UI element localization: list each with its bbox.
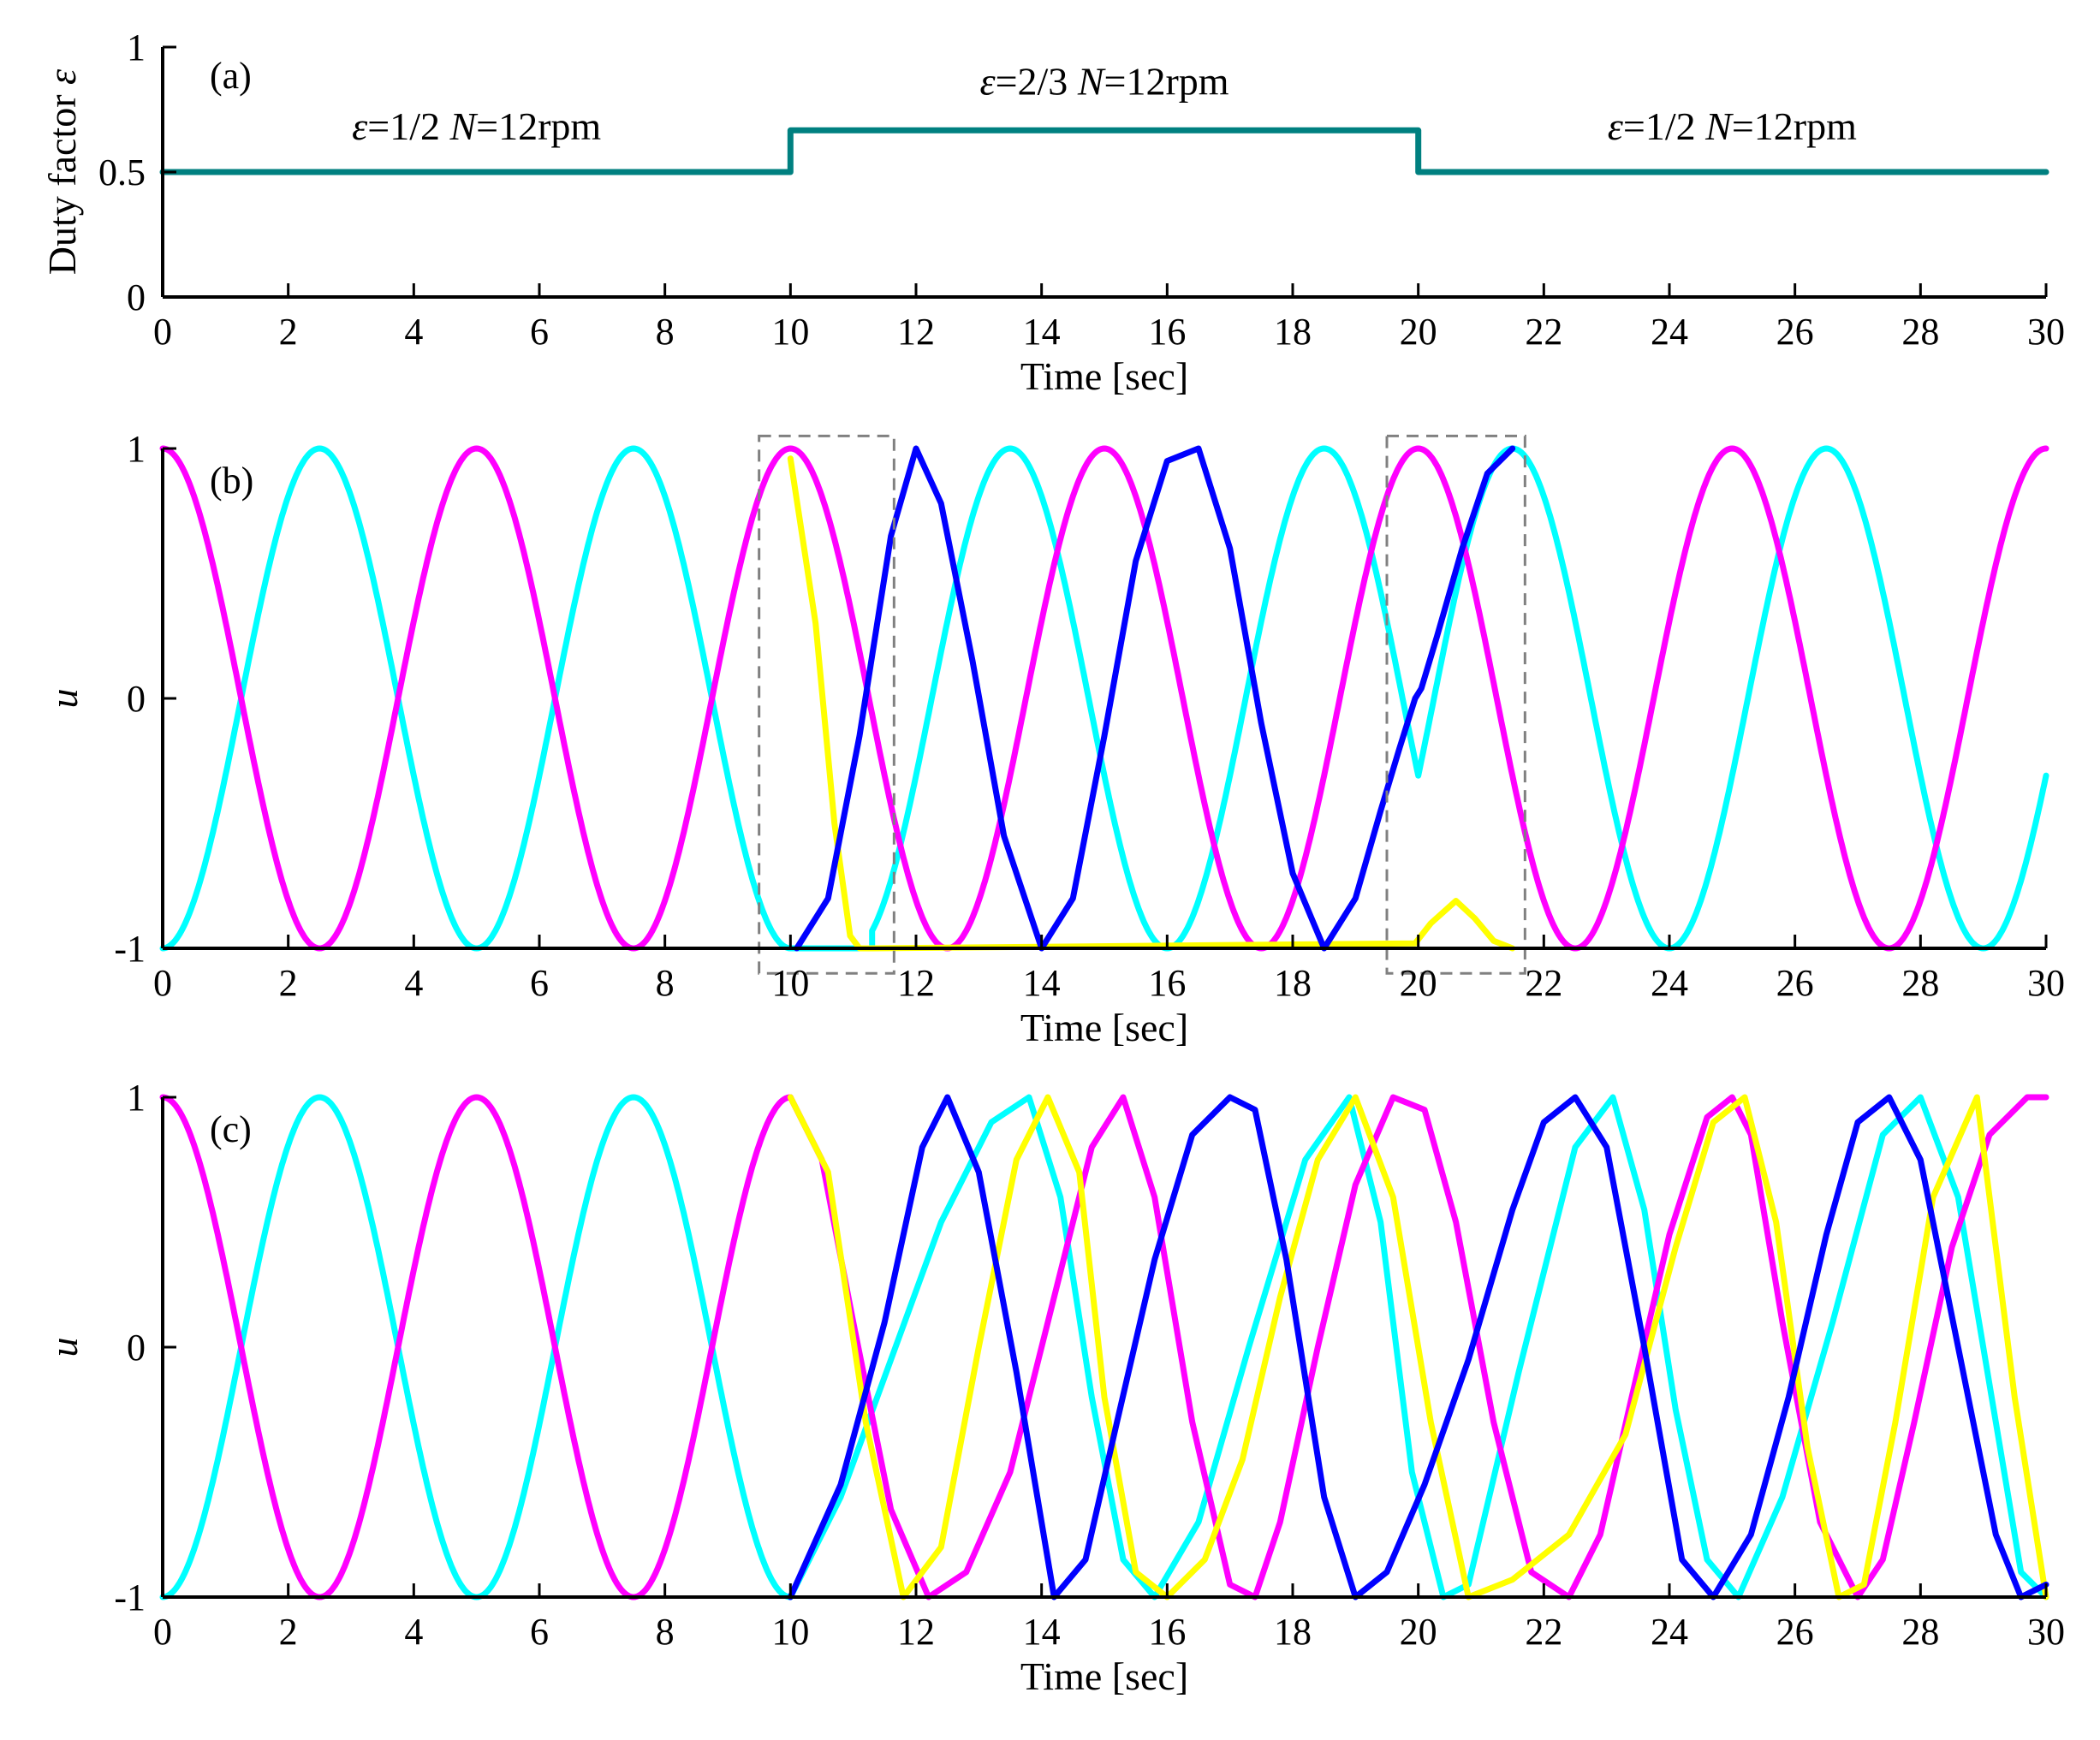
panel-c-xtick-label-22: 22: [1525, 1611, 1562, 1653]
panel-a-xtick-label-14: 14: [1023, 311, 1061, 353]
panel-a-xtick-label-6: 6: [530, 311, 549, 353]
panel-b-xtick-label-24: 24: [1651, 962, 1688, 1004]
panel-b-xtick-label-2: 2: [279, 962, 298, 1004]
panel-c-xtick-label-2: 2: [279, 1611, 298, 1653]
panel-b-xtick-label-8: 8: [656, 962, 675, 1004]
panel-b-ytick-label-1: 1: [127, 428, 146, 470]
panel-a-ytick-label-0.5: 0.5: [98, 151, 146, 193]
panel-b-xtick-label-6: 6: [530, 962, 549, 1004]
panel-c-xtick-label-10: 10: [771, 1611, 809, 1653]
panel-b-xtick-label-4: 4: [404, 962, 423, 1004]
panel-c-ytick-label-1: 1: [127, 1077, 146, 1119]
panel-c-xtick-label-26: 26: [1776, 1611, 1814, 1653]
panel-b-xtick-label-20: 20: [1400, 962, 1437, 1004]
panel-c-series-magenta-late: [787, 1094, 2049, 1600]
panel-b-xtick-label-18: 18: [1274, 962, 1312, 1004]
panel-b-xtick-label-28: 28: [1901, 962, 1939, 1004]
panel-c-xtick-label-6: 6: [530, 1611, 549, 1653]
panel-c-xtick-label-18: 18: [1274, 1611, 1312, 1653]
panel-c-xtick-label-20: 20: [1400, 1611, 1437, 1653]
panel-b-series-magenta: [159, 445, 2049, 952]
panel-b-xtick-label-10: 10: [771, 962, 809, 1004]
panel-a-xtick-label-12: 12: [897, 311, 935, 353]
panel-c-xtick-label-0: 0: [153, 1611, 172, 1653]
panel-a-xtick-label-0: 0: [153, 311, 172, 353]
panel-b-xtick-label-14: 14: [1023, 962, 1061, 1004]
panel-c-series-yellow: [787, 1094, 2049, 1600]
panel-b-panel-label: (b): [210, 460, 253, 502]
panel-a-xtick-label-28: 28: [1901, 311, 1939, 353]
panel-c-xtick-label-24: 24: [1651, 1611, 1688, 1653]
panel-a-xtick-label-8: 8: [656, 311, 675, 353]
panel-a-series-duty-factor: [159, 127, 2049, 175]
panel-c-y-axis-title: u: [42, 1338, 86, 1357]
panel-b-xtick-label-12: 12: [897, 962, 935, 1004]
panel-c-xtick-label-16: 16: [1148, 1611, 1186, 1653]
panel-a-xtick-label-16: 16: [1148, 311, 1186, 353]
panel-b-xtick-label-22: 22: [1525, 962, 1562, 1004]
panel-a-annotation-1: ε=1/2 N=12rpm: [352, 104, 601, 148]
panel-a-xtick-label-24: 24: [1651, 311, 1688, 353]
panel-a-xtick-label-20: 20: [1400, 311, 1437, 353]
panel-a-xtick-label-18: 18: [1274, 311, 1312, 353]
panel-c-xtick-label-30: 30: [2027, 1611, 2065, 1653]
panel-a-annotation-2: ε=2/3 N=12rpm: [979, 59, 1228, 103]
panel-a-xtick-label-2: 2: [279, 311, 298, 353]
panel-b-highlight-box-1: [758, 434, 895, 975]
panel-c-xtick-label-28: 28: [1901, 1611, 1939, 1653]
panel-b-xtick-label-26: 26: [1776, 962, 1814, 1004]
panel-c-x-axis-title: Time [sec]: [1020, 1654, 1188, 1698]
panel-c-series-magenta: [159, 1094, 794, 1600]
panel-a-xtick-label-4: 4: [404, 311, 423, 353]
panel-b-ytick-label-0: 0: [127, 678, 146, 720]
panel-a-ytick-label-0: 0: [127, 276, 146, 318]
panel-c-series-blue: [787, 1094, 2049, 1600]
panel-b-xtick-label-30: 30: [2027, 962, 2065, 1004]
panel-c-series: [159, 1094, 2049, 1600]
panel-b-series: [159, 445, 2049, 952]
panel-a-annotation-3: ε=1/2 N=12rpm: [1608, 104, 1857, 148]
panel-c-series-cyan: [159, 1094, 794, 1600]
panel-a-panel-label: (a): [210, 55, 252, 97]
panel-b-x-axis-title: Time [sec]: [1020, 1006, 1188, 1049]
panel-b-xtick-label-0: 0: [153, 962, 172, 1004]
panel-b-y-axis-title: u: [42, 689, 86, 709]
panel-b-series-blue: [794, 445, 1516, 952]
panel-b-xtick-label-16: 16: [1148, 962, 1186, 1004]
panel-c-xtick-label-4: 4: [404, 1611, 423, 1653]
panel-a-xtick-label-30: 30: [2027, 311, 2065, 353]
panel-a-xtick-label-22: 22: [1525, 311, 1562, 353]
panel-c-panel-label: (c): [210, 1108, 252, 1150]
panel-c-xtick-label-14: 14: [1023, 1611, 1061, 1653]
panel-c-xtick-label-8: 8: [656, 1611, 675, 1653]
panel-c-ytick-label-0: 0: [127, 1327, 146, 1369]
panel-a-y-axis-title: Duty factor ε: [40, 68, 84, 275]
panel-a-x-axis-title: Time [sec]: [1020, 354, 1188, 398]
panel-a-xtick-label-26: 26: [1776, 311, 1814, 353]
panel-a-series: [159, 127, 2049, 175]
panel-a-ytick-label-1: 1: [127, 27, 146, 68]
panel-c-xtick-label-12: 12: [897, 1611, 935, 1653]
panel-b-ytick-label--1: -1: [114, 928, 146, 970]
panel-c-ytick-label--1: -1: [114, 1577, 146, 1618]
panel-b-highlight-box-2: [1385, 434, 1526, 975]
panel-b-series-cyan: [159, 445, 2049, 952]
panel-a-xtick-label-10: 10: [771, 311, 809, 353]
panel-b-series-yellow: [787, 455, 1516, 952]
